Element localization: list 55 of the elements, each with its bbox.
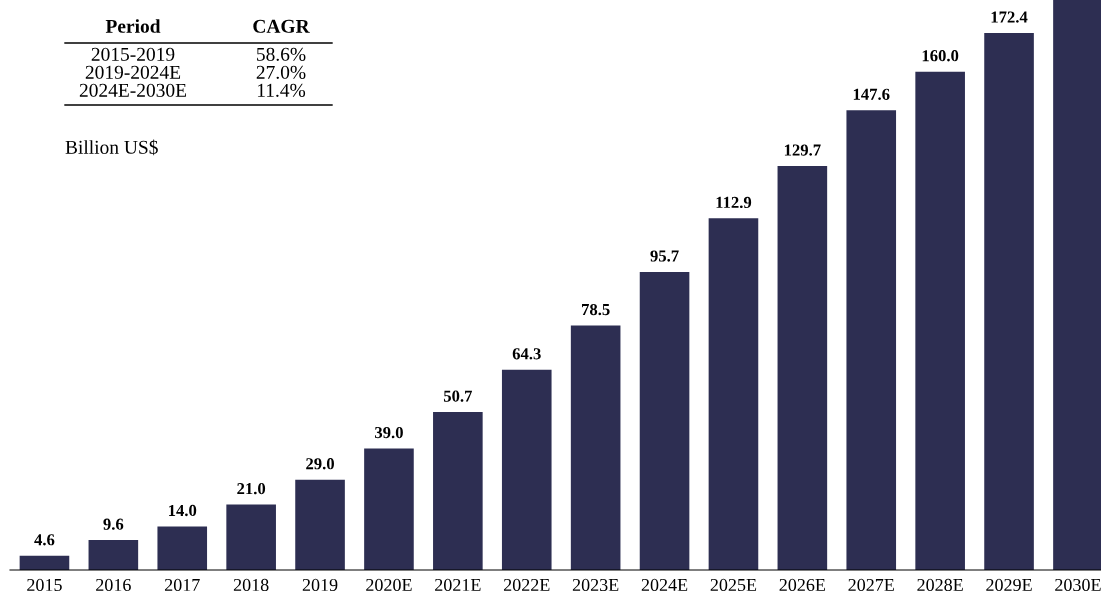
bar	[570, 325, 621, 570]
x-tick-label: 2028E	[917, 578, 963, 592]
annotation: CAGR	[253, 19, 310, 33]
bar	[19, 555, 70, 570]
data-label: 78.5	[582, 303, 610, 316]
annotation: Billion US$	[65, 139, 158, 156]
annotation: 2024E-2030E	[79, 83, 187, 97]
data-label: 64.3	[512, 348, 541, 360]
x-tick-label: 2024E	[641, 578, 688, 592]
x-tick-label: 2023E	[572, 578, 619, 592]
annotation: 11.4%	[257, 83, 306, 97]
x-tick-label: 2022E	[503, 578, 550, 592]
annotation: 2015-2019	[91, 47, 175, 61]
x-tick-label: 2021E	[435, 578, 481, 592]
x-tick-label: 2017	[164, 578, 200, 592]
data-label: 160.0	[922, 50, 959, 62]
x-tick-label: 2020E	[366, 578, 412, 592]
annotation: 58.6%	[257, 47, 306, 61]
data-label: 147.6	[853, 88, 890, 101]
bar	[364, 448, 414, 570]
bar	[88, 540, 139, 570]
bar	[157, 526, 208, 570]
annotation: 2019-2024E	[85, 65, 181, 79]
data-label: 4.6	[34, 534, 55, 546]
bar	[984, 33, 1034, 570]
data-label: 95.7	[650, 250, 679, 262]
bar	[846, 110, 897, 570]
x-tick-label: 2025E	[710, 578, 757, 592]
data-label: 112.9	[716, 196, 752, 209]
x-tick-label: 2026E	[779, 578, 826, 592]
data-label: 14.0	[169, 504, 197, 517]
bar	[501, 369, 552, 570]
data-label: 21.0	[237, 483, 266, 495]
annotation: Period	[105, 19, 161, 33]
data-label: 39.0	[374, 426, 403, 439]
bar	[639, 271, 690, 570]
bar	[708, 218, 759, 570]
bar	[777, 166, 828, 570]
data-label: 29.0	[306, 458, 334, 470]
bar	[433, 412, 483, 570]
x-tick-label: 2019	[302, 578, 338, 592]
data-label: 172.4	[991, 11, 1028, 23]
data-label: 9.6	[103, 518, 124, 530]
annotation: 27.0%	[256, 65, 306, 79]
bar	[226, 504, 276, 570]
x-tick-label: 2016	[96, 578, 131, 592]
x-tick-label: 2029E	[986, 578, 1032, 592]
x-tick-label: 2018	[233, 578, 269, 592]
data-label: 50.7	[443, 390, 473, 402]
bar	[915, 71, 965, 570]
x-tick-label: 2015	[27, 578, 62, 592]
bar	[295, 479, 345, 570]
x-tick-label: 2030E	[1055, 578, 1101, 592]
data-label: 129.7	[784, 144, 821, 156]
x-tick-label: 2027E	[848, 578, 894, 592]
